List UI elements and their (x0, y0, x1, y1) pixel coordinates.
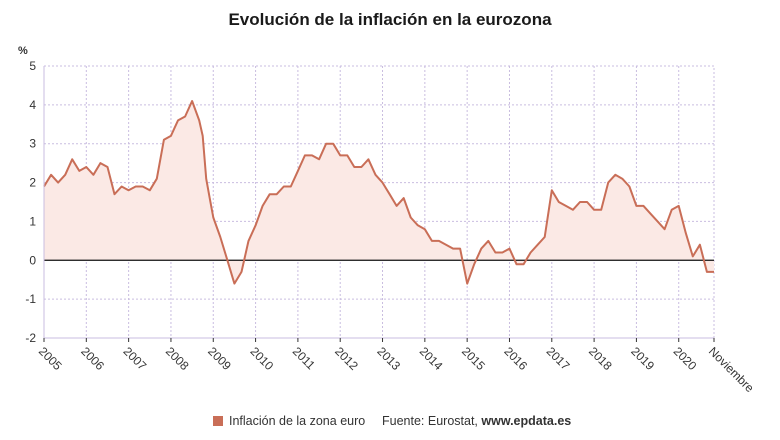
y-tick-label: 2 (29, 176, 36, 190)
y-tick-label: 3 (29, 137, 36, 151)
y-tick-label: 4 (29, 98, 36, 112)
x-axis: 2005 2006 2007 2008 2009 2010 2011 2012 2013 2014… (36, 338, 757, 395)
source-prefix: Fuente: Eurostat, (382, 414, 478, 428)
y-tick-label: -1 (25, 292, 36, 306)
x-tick-label: 2017 (544, 344, 573, 373)
x-tick-label: 2008 (163, 344, 192, 373)
x-tick-label: 2016 (501, 344, 530, 373)
x-tick-label: 2014 (417, 344, 446, 373)
y-tick-label: 0 (29, 253, 36, 267)
source-site: www.epdata.es (481, 414, 572, 428)
x-tick-label: 2018 (586, 344, 615, 373)
chart-title: Evolución de la inflación en la eurozona (228, 10, 552, 29)
y-axis: -2 -1 0 1 2 3 4 5% (18, 45, 45, 345)
legend-label: Inflación de la zona euro (229, 414, 366, 428)
x-tick-label: 2013 (374, 344, 403, 373)
x-tick-label: 2019 (628, 344, 657, 373)
x-tick-label: 2010 (247, 344, 276, 373)
x-tick-label: 2009 (205, 344, 234, 373)
series-area (44, 101, 714, 284)
y-axis-unit: % (18, 45, 28, 57)
x-end-label: Noviembre (706, 344, 757, 395)
series-line (43, 100, 714, 285)
x-tick-label: 2011 (290, 344, 318, 372)
y-tick-label: 1 (29, 214, 36, 228)
legend: Inflación de la zona euro (213, 414, 365, 428)
x-tick-label: 2020 (671, 344, 700, 373)
source-note: Fuente: Eurostat, www.epdata.es (382, 414, 571, 428)
inflation-chart: -2 -1 0 1 2 3 4 5% 2005 2006 2007 2008 2009 2010 2011… (18, 45, 757, 395)
x-tick-label: 2007 (121, 344, 150, 373)
x-tick-label: 2012 (332, 344, 361, 373)
x-tick-label: 2015 (459, 344, 488, 373)
y-tick-label: -2 (25, 331, 36, 345)
x-tick-label: 2005 (36, 344, 65, 373)
y-tick-label: 5 (29, 59, 36, 73)
legend-swatch (213, 416, 223, 426)
x-tick-label: 2006 (78, 344, 107, 373)
